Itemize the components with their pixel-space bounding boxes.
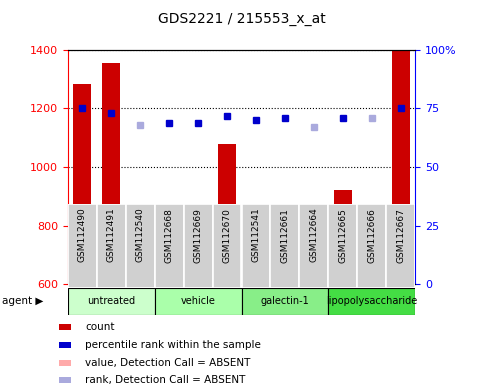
- Text: GSM112540: GSM112540: [136, 208, 144, 263]
- Bar: [276, 227, 294, 284]
- Text: GSM112541: GSM112541: [252, 208, 260, 263]
- Bar: [357, 204, 386, 288]
- Bar: [328, 288, 415, 315]
- Text: GSM112667: GSM112667: [397, 208, 405, 263]
- Text: GSM112670: GSM112670: [223, 208, 231, 263]
- Bar: [189, 239, 207, 284]
- Text: GSM112661: GSM112661: [281, 208, 289, 263]
- Bar: [102, 63, 120, 284]
- Text: galectin-1: galectin-1: [261, 296, 309, 306]
- Bar: [155, 204, 184, 288]
- Bar: [363, 280, 381, 284]
- Text: value, Detection Call = ABSENT: value, Detection Call = ABSENT: [85, 358, 250, 368]
- Bar: [155, 288, 242, 315]
- Text: vehicle: vehicle: [181, 296, 215, 306]
- Bar: [218, 144, 236, 284]
- Text: count: count: [85, 322, 114, 332]
- Bar: [68, 204, 97, 288]
- Bar: [59, 324, 71, 330]
- Text: GSM112664: GSM112664: [310, 208, 318, 263]
- Text: GDS2221 / 215553_x_at: GDS2221 / 215553_x_at: [157, 12, 326, 25]
- Bar: [270, 204, 299, 288]
- Bar: [59, 377, 71, 382]
- Text: rank, Detection Call = ABSENT: rank, Detection Call = ABSENT: [85, 375, 245, 384]
- Text: GSM112666: GSM112666: [368, 208, 376, 263]
- Text: GSM112490: GSM112490: [78, 208, 86, 263]
- Text: GSM112491: GSM112491: [107, 208, 115, 263]
- Bar: [73, 84, 91, 284]
- Bar: [59, 343, 71, 348]
- Bar: [131, 280, 149, 284]
- Text: percentile rank within the sample: percentile rank within the sample: [85, 340, 261, 350]
- Text: GSM112665: GSM112665: [339, 208, 347, 263]
- Bar: [126, 204, 155, 288]
- Bar: [242, 204, 270, 288]
- Bar: [68, 288, 155, 315]
- Bar: [97, 204, 126, 288]
- Text: lipopolysaccharide: lipopolysaccharide: [327, 296, 417, 306]
- Bar: [305, 280, 323, 284]
- Bar: [184, 204, 213, 288]
- Bar: [242, 288, 328, 315]
- Bar: [386, 204, 415, 288]
- Bar: [334, 190, 352, 284]
- Text: GSM112669: GSM112669: [194, 208, 202, 263]
- Text: GSM112668: GSM112668: [165, 208, 173, 263]
- Bar: [328, 204, 357, 288]
- Bar: [59, 360, 71, 366]
- Bar: [247, 275, 265, 284]
- Text: agent ▶: agent ▶: [2, 296, 44, 306]
- Bar: [160, 245, 178, 284]
- Bar: [213, 204, 242, 288]
- Text: untreated: untreated: [87, 296, 135, 306]
- Bar: [392, 50, 410, 284]
- Bar: [299, 204, 328, 288]
